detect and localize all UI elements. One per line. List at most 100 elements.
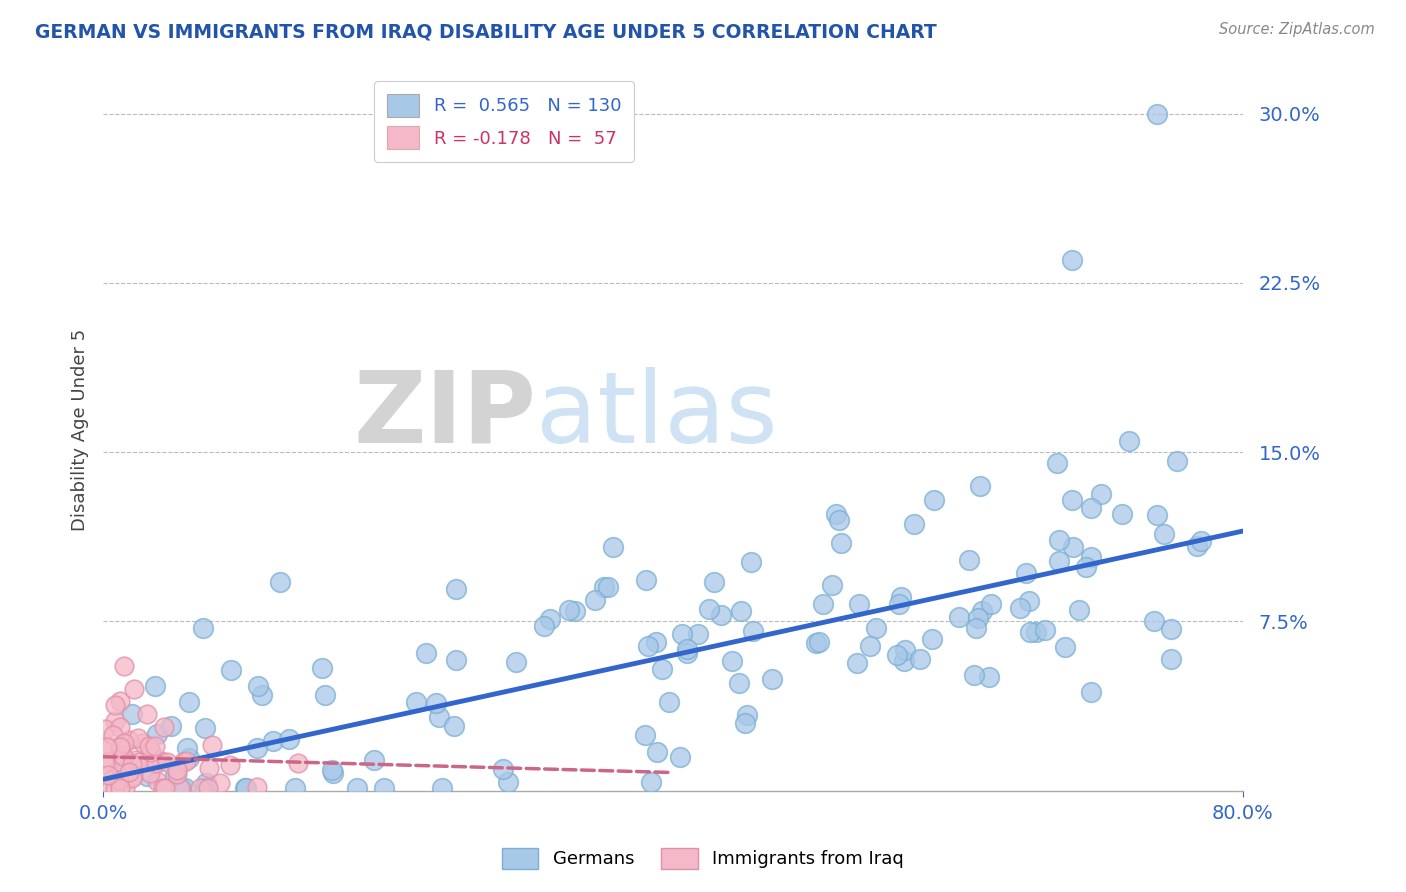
Point	[671, 627, 693, 641]
Point	[194, 721, 217, 735]
Point	[1018, 594, 1040, 608]
Point	[859, 639, 882, 653]
Point	[808, 635, 831, 649]
Point	[697, 602, 720, 616]
Point	[250, 688, 273, 702]
Point	[742, 624, 765, 638]
Point	[1062, 492, 1084, 507]
Point	[1010, 600, 1032, 615]
Point	[1076, 559, 1098, 574]
Point	[1160, 652, 1182, 666]
Point	[110, 738, 132, 752]
Point	[311, 661, 333, 675]
Point	[1080, 685, 1102, 699]
Point	[637, 639, 659, 653]
Point	[169, 781, 191, 796]
Point	[121, 772, 143, 786]
Point	[740, 555, 762, 569]
Point	[188, 781, 211, 796]
Point	[710, 608, 733, 623]
Point	[496, 774, 519, 789]
Point	[174, 781, 197, 796]
Point	[246, 741, 269, 756]
Point	[149, 754, 172, 768]
Point	[686, 627, 709, 641]
Point	[821, 577, 844, 591]
Point	[96, 739, 118, 754]
Point	[427, 710, 450, 724]
Point	[117, 764, 139, 779]
Point	[97, 768, 120, 782]
Point	[278, 732, 301, 747]
Point	[179, 751, 201, 765]
Point	[1047, 533, 1070, 547]
Point	[98, 741, 121, 756]
Point	[1046, 457, 1069, 471]
Point	[636, 573, 658, 587]
Point	[676, 646, 699, 660]
Point	[651, 662, 673, 676]
Point	[198, 761, 221, 775]
Point	[98, 754, 121, 768]
Point	[1189, 534, 1212, 549]
Point	[908, 652, 931, 666]
Point	[179, 695, 201, 709]
Point	[737, 708, 759, 723]
Point	[730, 604, 752, 618]
Point	[287, 756, 309, 770]
Point	[640, 775, 662, 789]
Point	[94, 723, 117, 737]
Point	[156, 756, 179, 770]
Point	[890, 590, 912, 604]
Point	[1015, 566, 1038, 580]
Point	[121, 769, 143, 783]
Point	[1146, 508, 1168, 522]
Point	[1069, 603, 1091, 617]
Point	[980, 597, 1002, 611]
Point	[373, 781, 395, 796]
Point	[728, 675, 751, 690]
Point	[425, 696, 447, 710]
Point	[141, 745, 163, 759]
Point	[104, 781, 127, 796]
Point	[703, 574, 725, 589]
Point	[219, 663, 242, 677]
Point	[1035, 623, 1057, 637]
Point	[583, 592, 606, 607]
Point	[103, 698, 125, 712]
Point	[830, 536, 852, 550]
Point	[176, 740, 198, 755]
Point	[159, 719, 181, 733]
Point	[430, 781, 453, 796]
Point	[112, 735, 135, 749]
Point	[676, 641, 699, 656]
Point	[592, 580, 614, 594]
Point	[166, 763, 188, 777]
Point	[269, 574, 291, 589]
Point	[1118, 434, 1140, 448]
Point	[314, 688, 336, 702]
Point	[132, 735, 155, 749]
Point	[208, 776, 231, 790]
Point	[108, 693, 131, 707]
Point	[128, 755, 150, 769]
Point	[121, 707, 143, 722]
Point	[108, 760, 131, 774]
Point	[219, 758, 242, 772]
Point	[492, 762, 515, 776]
Point	[533, 618, 555, 632]
Point	[1160, 622, 1182, 636]
Point	[405, 695, 427, 709]
Point	[948, 610, 970, 624]
Y-axis label: Disability Age Under 5: Disability Age Under 5	[72, 328, 89, 531]
Point	[846, 657, 869, 671]
Point	[645, 634, 668, 648]
Point	[1143, 615, 1166, 629]
Point	[246, 780, 269, 794]
Point	[1062, 540, 1084, 554]
Text: atlas: atlas	[536, 367, 778, 464]
Point	[804, 636, 827, 650]
Point	[153, 781, 176, 796]
Point	[321, 764, 343, 778]
Point	[598, 580, 620, 594]
